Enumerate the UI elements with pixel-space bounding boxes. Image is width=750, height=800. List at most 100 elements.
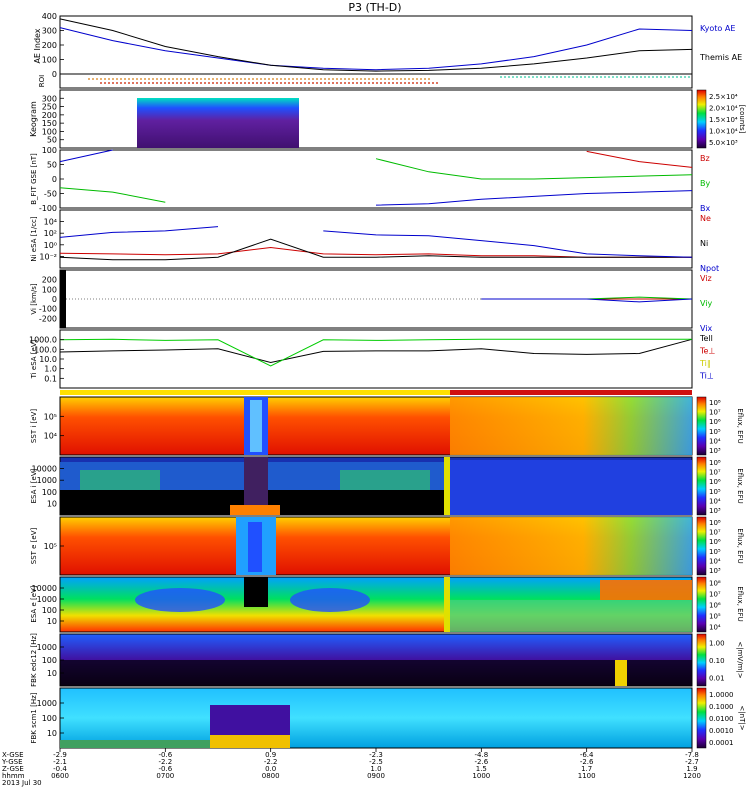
ae-ytick: 400 [42, 12, 57, 21]
keogram-ytick: 250 [42, 103, 57, 112]
ae-ylabel: AE Index [33, 28, 42, 63]
fbk-edc12-cb-label: <|mV/m|> [736, 641, 744, 678]
bfield-line-1 [59, 158, 693, 203]
f2-ytick: 100 [42, 714, 57, 723]
kyoto-ae-legend: Kyoto AE [700, 24, 735, 33]
ei-cbtick: 10⁴ [709, 498, 721, 506]
ae-index-panel: AE Index 0 100 200 300 400 Kyoto AE Themis A… [33, 12, 742, 79]
ee-ytick: 10 [47, 617, 57, 626]
esa-ion-ylabel: ESA i [eV] [30, 468, 38, 503]
f1-cbtick: 0.01 [709, 674, 725, 682]
f1-ytick: 1000 [37, 643, 57, 652]
velocity-ylabel: Vi [km/s] [30, 283, 38, 314]
bfield-ytick: 50 [47, 161, 57, 170]
si-cbtick: 10³ [709, 447, 721, 455]
ae-line-0 [59, 27, 693, 71]
footer-z-value: 1.5 [476, 765, 487, 773]
se-cbtick: 10⁵ [709, 548, 721, 556]
ae-ytick: 0 [52, 70, 57, 79]
ei-cbtick: 10⁶ [709, 478, 721, 486]
footer-y-value: -2.6 [580, 758, 594, 766]
keogram-ytick: 200 [42, 111, 57, 120]
footer-z-value: 0.0 [265, 765, 276, 773]
footer-row-label: Z-GSE [2, 765, 24, 773]
ee-cbtick: 10⁸ [709, 580, 721, 588]
keogram-ytick: 50 [47, 136, 57, 145]
footer-row-label: Y-GSE [1, 758, 23, 766]
footer-t-value: 0800 [262, 772, 280, 780]
footer-x-value: -0.6 [158, 751, 172, 759]
f2-cbtick: 0.0100 [709, 715, 734, 723]
keogram-ytick: 150 [42, 119, 57, 128]
keogram-colorbar-label: [counts] [738, 105, 746, 134]
f1-cbtick: 0.10 [709, 657, 725, 665]
f2-ytick: 1000 [37, 699, 57, 708]
ee-cbtick: 10⁶ [709, 602, 721, 610]
footer-z-value: 1.9 [686, 765, 697, 773]
keogram-cbtick: 1.5×10⁴ [709, 116, 738, 124]
temperature-ytick: 1.0 [44, 365, 57, 374]
density-line-2 [59, 226, 693, 258]
temperature-ytick: 0.1 [44, 374, 57, 383]
footer-t-value: 1100 [578, 772, 596, 780]
si-cbtick: 10⁴ [709, 438, 721, 446]
ei-cbtick: 10³ [709, 507, 721, 515]
footer-t-value: 0700 [156, 772, 174, 780]
ee-ytick: 100 [42, 606, 57, 615]
density-line-1 [59, 238, 692, 261]
temperature-legend-3: Ti⊥ [699, 372, 714, 381]
keogram-cbtick: 2.0×10⁴ [709, 104, 738, 112]
footer-x-value: -2.9 [53, 751, 67, 759]
esa-ion-cb-label: Eflux, EFU [736, 468, 744, 503]
themis-ae-legend: Themis AE [699, 53, 742, 62]
esa-electron-ylabel: ESA e [eV] [30, 585, 38, 622]
keogram-colorbar [696, 89, 707, 149]
footer-row-label: hhmm [2, 772, 25, 780]
si-cbtick: 10⁸ [709, 399, 721, 407]
ee-cbtick: 10⁴ [709, 624, 721, 632]
strip-red [450, 390, 692, 395]
footer-row-label: X-GSE [2, 751, 24, 759]
density-ytick: 10⁻² [39, 252, 57, 261]
temperature-legend-2: Ti∥ [699, 359, 711, 368]
f2-cbtick: 0.0010 [709, 727, 734, 735]
bfield-panel: B_FIT GSE [nT] -100 -50 0 50 100 Bz By Bx [30, 146, 710, 213]
strip-yellow [60, 390, 692, 395]
ae-ytick: 200 [42, 41, 57, 50]
si-cbtick: 10⁶ [709, 418, 721, 426]
f2-cbtick: 0.0001 [709, 739, 734, 747]
velocity-ytick: 100 [42, 285, 57, 294]
footer-x-value: 0.9 [265, 751, 276, 759]
fbk-scm1-cb-label: <|nT|> [738, 705, 746, 730]
ee-cbtick: 10⁵ [709, 613, 721, 621]
temperature-legend-1: Te⊥ [699, 347, 715, 356]
ei-cbtick: 10⁵ [709, 488, 721, 496]
se-cbtick: 10⁷ [709, 529, 721, 537]
footer-y-value: -2.6 [474, 758, 488, 766]
density-legend-1: Ni [700, 239, 708, 248]
ae-ytick: 100 [42, 56, 57, 65]
f2-cbtick: 1.0000 [709, 691, 734, 699]
ei-cbtick: 10⁸ [709, 459, 721, 467]
keogram-cbtick: 2.5×10⁴ [709, 93, 738, 101]
si-ytick: 10⁵ [44, 412, 57, 421]
bfield-line-0 [586, 150, 693, 168]
keogram-ytick: 300 [42, 94, 57, 103]
ei-ytick: 10000 [32, 465, 57, 474]
footer-x-value: -4.8 [474, 751, 488, 759]
density-ytick: 10² [44, 229, 57, 238]
se-cbtick: 10⁸ [709, 519, 721, 527]
velocity-legend-1: Viy [700, 299, 713, 308]
density-ytick: 10⁰ [44, 241, 57, 250]
footer-z-value: 1.0 [370, 765, 381, 773]
velocity-ytick: -200 [39, 314, 57, 323]
footer-t-value: 1200 [683, 772, 701, 780]
velocity-legend-0: Viz [700, 274, 712, 283]
footer-x-value: -6.4 [580, 751, 594, 759]
ae-line-1 [59, 18, 693, 72]
roi-ylabel: ROI [38, 75, 46, 87]
